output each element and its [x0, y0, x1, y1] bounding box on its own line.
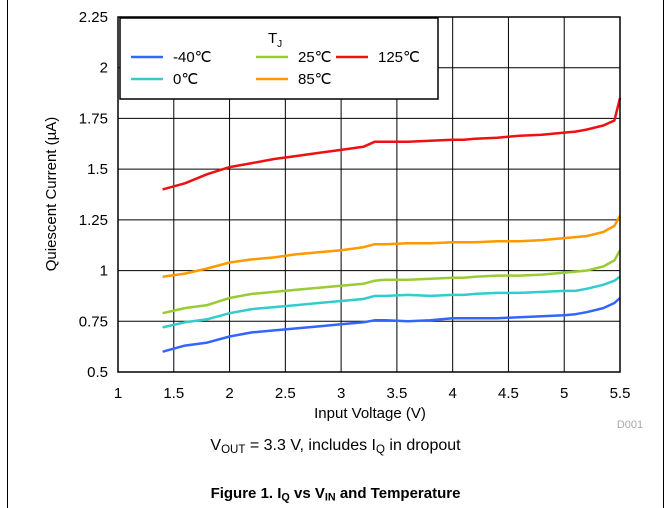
x-tick-label: 5	[560, 385, 568, 402]
chart-caption-note: VOUT = 3.3 V, includes IQ in dropout	[210, 437, 461, 456]
y-tick-label: 1	[100, 263, 108, 280]
legend-label: 0℃	[173, 71, 198, 88]
x-axis-label: Input Voltage (V)	[314, 405, 426, 422]
y-axis-label: Quiescent Current (µA)	[43, 117, 60, 272]
y-tick-label: 0.5	[87, 364, 108, 381]
x-tick-label: 2.5	[275, 385, 296, 402]
legend-box	[119, 17, 439, 100]
y-tick-label: 1.25	[79, 212, 108, 229]
series-layer	[162, 97, 622, 353]
y-tick-label: 2	[100, 60, 108, 77]
legend-title: TJ	[268, 30, 282, 50]
tick-labels: 1 1.5 2 2.5 3 3.5 4 4.5 5 5.5 0.5 0.75 1 1.25 1.5 1.75 2…	[79, 9, 631, 402]
legend-label: 85℃	[298, 71, 332, 88]
x-tick-label: 4.5	[498, 385, 519, 402]
y-tick-label: 1.75	[79, 110, 108, 127]
legend-label: 125℃	[378, 49, 420, 66]
frame-right-border	[663, 0, 664, 508]
series-line-1	[162, 275, 621, 329]
series-line-0	[162, 297, 621, 353]
plot-border	[117, 16, 621, 373]
series-line-3	[162, 215, 622, 278]
x-tick-label: 5.5	[610, 385, 631, 402]
series-line-4	[162, 97, 622, 191]
legend-label: -40℃	[173, 49, 212, 66]
x-tick-label: 3.5	[386, 385, 407, 402]
x-tick-label: 4	[448, 385, 456, 402]
figure-title: Figure 1. IQ vs VIN and Temperature	[210, 485, 461, 504]
legend-label: 25℃	[298, 49, 332, 66]
frame-left-border	[7, 0, 8, 508]
watermark-label: D001	[617, 419, 643, 430]
x-tick-label: 2	[225, 385, 233, 402]
x-tick-label: 1.5	[163, 385, 184, 402]
y-tick-label: 2.25	[79, 9, 108, 26]
y-tick-label: 1.5	[87, 161, 108, 178]
legend: TJ -40℃ 25℃ 125℃ 0℃ 85℃	[119, 17, 439, 100]
series-line-2	[162, 249, 622, 315]
x-tick-label: 3	[337, 385, 345, 402]
chart: 1 1.5 2 2.5 3 3.5 4 4.5 5 5.5 0.5 0.75 1 1.25 1.5 1.75 2…	[43, 9, 643, 430]
y-tick-label: 0.75	[79, 313, 108, 330]
x-tick-label: 1	[114, 385, 122, 402]
